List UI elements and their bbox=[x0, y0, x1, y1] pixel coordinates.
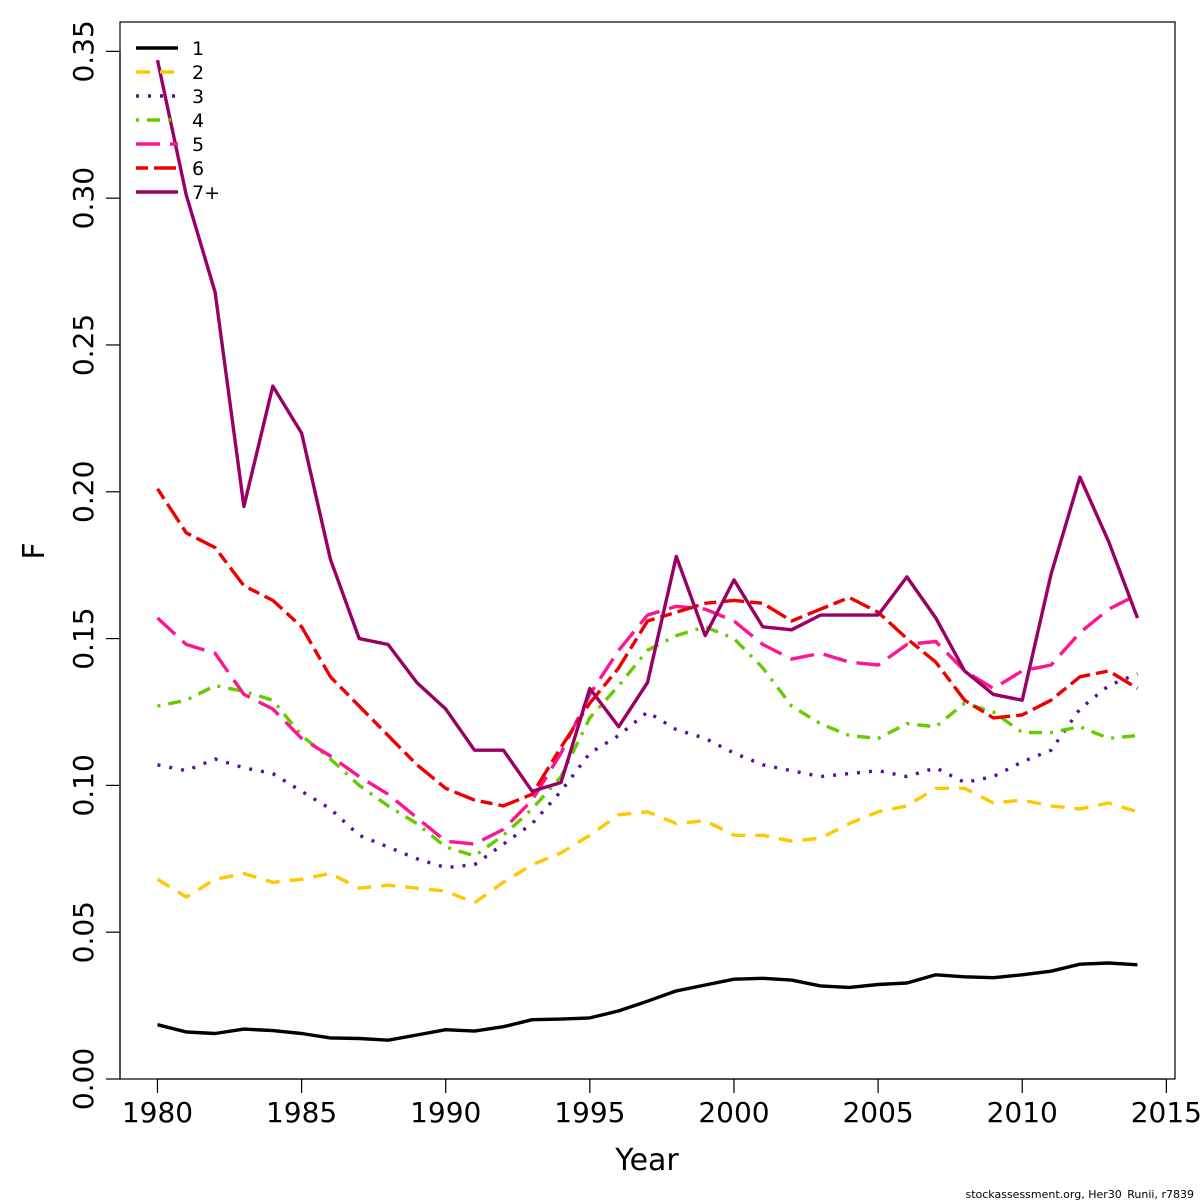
x-tick-label: 2010 bbox=[987, 1096, 1058, 1129]
series-line-4 bbox=[157, 625, 1138, 858]
x-axis: 1980 1985 1990 1995 2000 2005 2010 2015 bbox=[122, 1078, 1200, 1129]
y-tick-label: 0.25 bbox=[67, 314, 100, 376]
plot-frame bbox=[119, 21, 1176, 1080]
y-axis-title: F bbox=[17, 542, 52, 559]
legend-label: 1 bbox=[192, 38, 204, 60]
x-axis-title: Year bbox=[614, 1143, 679, 1178]
y-tick-label: 0.20 bbox=[67, 461, 100, 523]
y-tick-label: 0.10 bbox=[67, 754, 100, 816]
legend-label: 7+ bbox=[192, 182, 220, 204]
x-tick-label: 2000 bbox=[698, 1096, 769, 1129]
x-tick-label: 2005 bbox=[842, 1096, 913, 1129]
x-tick-label: 2015 bbox=[1131, 1096, 1200, 1129]
series-line-7 bbox=[155, 59, 1140, 793]
series-line-3 bbox=[157, 672, 1139, 870]
series-line-1 bbox=[157, 961, 1138, 1042]
y-tick-label: 0.00 bbox=[67, 1048, 100, 1110]
series-lines bbox=[155, 59, 1140, 1042]
series-line-6 bbox=[156, 487, 1139, 808]
y-tick-label: 0.35 bbox=[67, 20, 100, 82]
credit-text: stockassessment.org, Her30_Runii, r7839 bbox=[965, 1188, 1194, 1200]
y-axis: 0.00 0.05 0.10 0.15 0.20 0.25 0.30 0.35 bbox=[67, 20, 121, 1110]
y-tick-label: 0.15 bbox=[67, 607, 100, 669]
legend-label: 6 bbox=[192, 158, 204, 180]
x-tick-label: 1985 bbox=[266, 1096, 337, 1129]
y-tick-label: 0.05 bbox=[67, 901, 100, 963]
x-tick-label: 1990 bbox=[410, 1096, 481, 1129]
series-line-2 bbox=[156, 786, 1138, 905]
legend-label: 4 bbox=[192, 110, 204, 132]
x-tick-label: 1980 bbox=[122, 1096, 193, 1129]
y-tick-label: 0.30 bbox=[67, 167, 100, 229]
legend-label: 3 bbox=[192, 86, 204, 108]
x-tick-label: 1995 bbox=[554, 1096, 625, 1129]
legend-label: 5 bbox=[192, 134, 204, 156]
legend-label: 2 bbox=[192, 62, 204, 84]
